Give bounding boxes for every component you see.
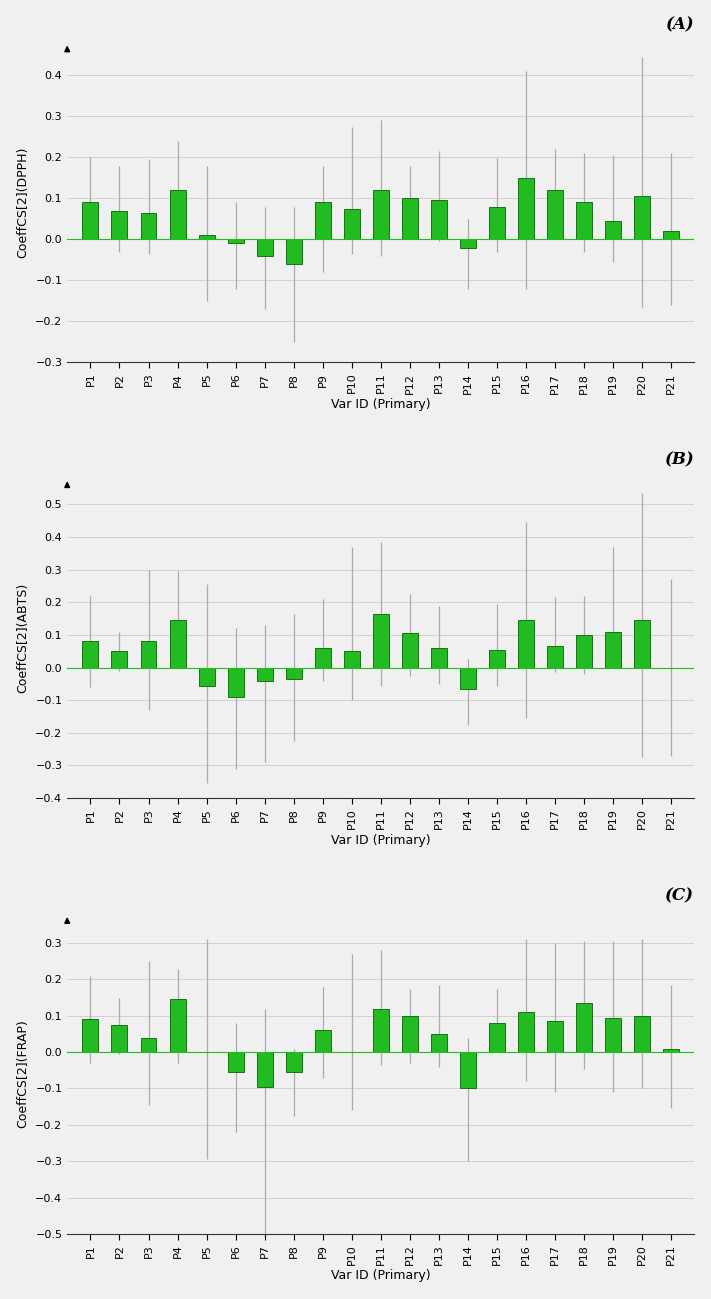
Text: (A): (A)	[665, 16, 695, 32]
Bar	[141, 642, 156, 668]
Bar	[198, 668, 215, 686]
Bar	[373, 613, 389, 668]
Bar	[228, 239, 244, 243]
Bar	[343, 209, 360, 239]
X-axis label: Var ID (Primary): Var ID (Primary)	[331, 1269, 431, 1282]
Bar	[634, 196, 650, 239]
Bar	[257, 239, 272, 256]
Bar	[343, 651, 360, 668]
Bar	[169, 999, 186, 1052]
Bar	[228, 668, 244, 698]
Bar	[402, 634, 418, 668]
Bar	[489, 650, 505, 668]
Bar	[634, 620, 650, 668]
Bar	[141, 213, 156, 239]
Bar	[576, 203, 592, 239]
Bar	[112, 210, 127, 239]
Bar	[257, 668, 272, 681]
Bar	[460, 1052, 476, 1089]
Bar	[460, 668, 476, 688]
Bar	[315, 648, 331, 668]
Bar	[257, 1052, 272, 1087]
X-axis label: Var ID (Primary): Var ID (Primary)	[331, 397, 431, 410]
Bar	[460, 239, 476, 248]
Bar	[605, 631, 621, 668]
Bar	[373, 1008, 389, 1052]
Text: (B): (B)	[665, 452, 695, 469]
Bar	[605, 1017, 621, 1052]
Bar	[286, 1052, 301, 1072]
Bar	[402, 1016, 418, 1052]
Bar	[286, 668, 301, 679]
Bar	[402, 199, 418, 239]
Bar	[489, 1024, 505, 1052]
Bar	[518, 178, 534, 239]
Bar	[663, 1048, 679, 1052]
Bar	[547, 647, 563, 668]
Y-axis label: CoeffCS[2](FRAP): CoeffCS[2](FRAP)	[16, 1020, 30, 1129]
Bar	[141, 1038, 156, 1052]
Y-axis label: CoeffCS[2](ABTS): CoeffCS[2](ABTS)	[16, 583, 30, 694]
Bar	[431, 648, 447, 668]
Bar	[431, 1034, 447, 1052]
Bar	[605, 221, 621, 239]
Bar	[315, 1030, 331, 1052]
Bar	[547, 190, 563, 239]
Bar	[576, 635, 592, 668]
Bar	[576, 1003, 592, 1052]
Text: (C): (C)	[665, 887, 695, 904]
Bar	[198, 235, 215, 239]
Bar	[169, 620, 186, 668]
Bar	[489, 208, 505, 239]
Bar	[112, 1025, 127, 1052]
Bar	[286, 239, 301, 264]
Bar	[228, 1052, 244, 1072]
Bar	[634, 1016, 650, 1052]
Bar	[663, 231, 679, 239]
Bar	[82, 203, 98, 239]
Y-axis label: CoeffCS[2](DPPH): CoeffCS[2](DPPH)	[16, 147, 30, 259]
Bar	[112, 651, 127, 668]
Bar	[82, 1020, 98, 1052]
Bar	[373, 190, 389, 239]
Bar	[518, 620, 534, 668]
X-axis label: Var ID (Primary): Var ID (Primary)	[331, 834, 431, 847]
Bar	[169, 190, 186, 239]
Bar	[518, 1012, 534, 1052]
Bar	[547, 1021, 563, 1052]
Bar	[431, 200, 447, 239]
Bar	[82, 642, 98, 668]
Bar	[315, 203, 331, 239]
